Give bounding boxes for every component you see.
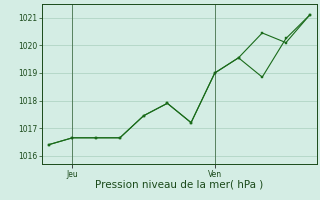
X-axis label: Pression niveau de la mer( hPa ): Pression niveau de la mer( hPa ) xyxy=(95,180,263,190)
